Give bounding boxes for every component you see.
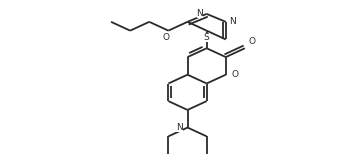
Text: O: O xyxy=(163,33,170,42)
Text: O: O xyxy=(248,37,255,46)
Text: N: N xyxy=(176,123,183,132)
Text: S: S xyxy=(204,33,210,42)
Text: N: N xyxy=(197,9,203,18)
Text: N: N xyxy=(229,17,236,26)
Text: O: O xyxy=(231,70,238,79)
